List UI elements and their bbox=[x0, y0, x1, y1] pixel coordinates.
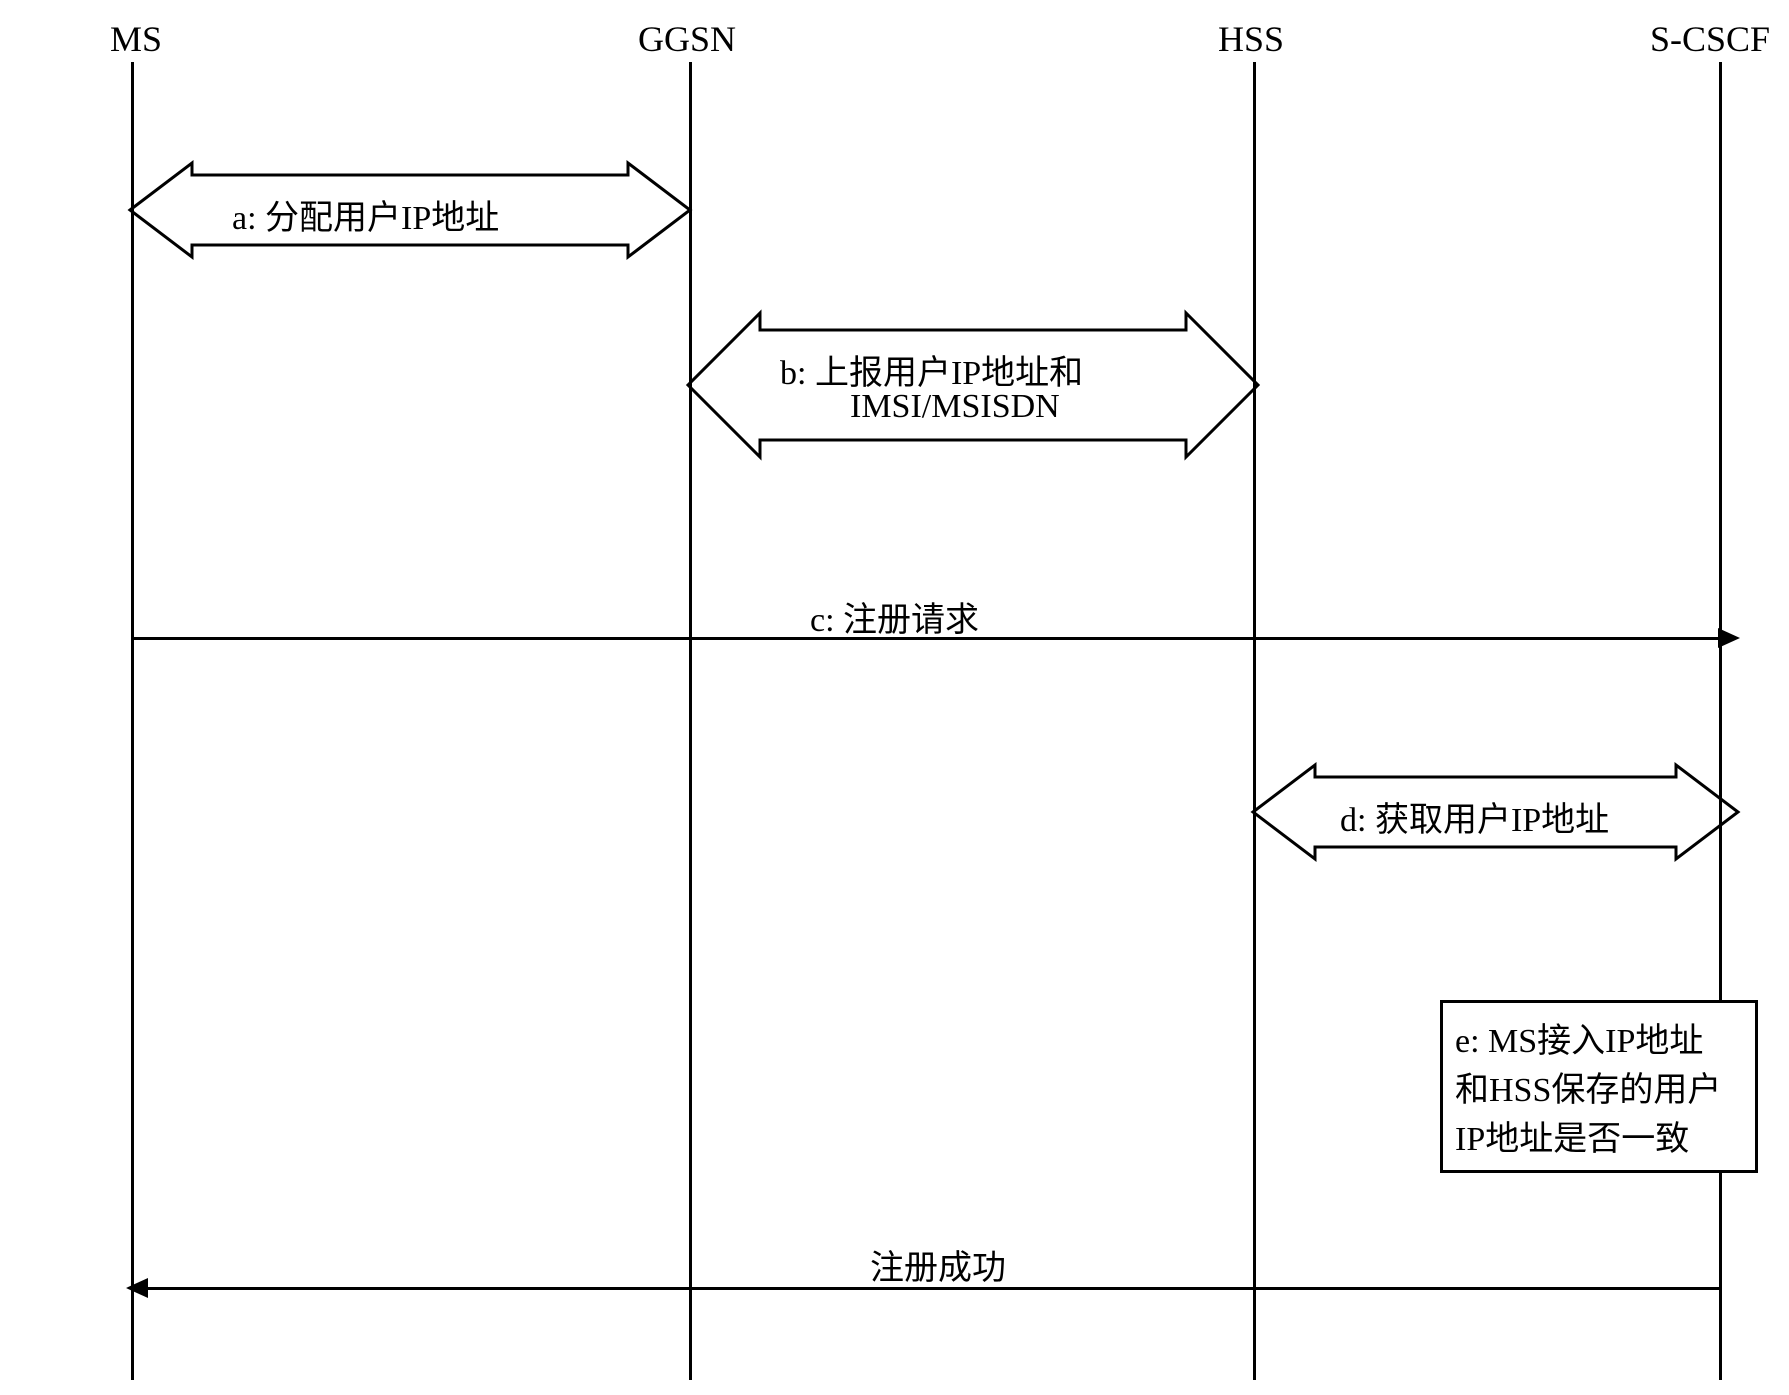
participant-scscf: S-CSCF bbox=[1650, 18, 1770, 60]
note-line2: 和HSS保存的用户 bbox=[1455, 1062, 1743, 1111]
arrowhead-success-icon bbox=[126, 1278, 148, 1298]
participant-ggsn: GGSN bbox=[638, 18, 736, 60]
label-b-line2: IMSI/MSISDN bbox=[850, 388, 1060, 426]
arrowhead-c-icon bbox=[1718, 628, 1740, 648]
label-b-line1: b: 上报用户IP地址和 bbox=[780, 345, 1083, 394]
label-a: a: 分配用户IP地址 bbox=[232, 190, 499, 239]
arrow-c bbox=[132, 637, 1728, 640]
lifeline-scscf bbox=[1719, 62, 1722, 1380]
label-success: 注册成功 bbox=[870, 1240, 1006, 1289]
arrow-success bbox=[140, 1287, 1720, 1290]
label-d: d: 获取用户IP地址 bbox=[1340, 792, 1609, 841]
label-c: c: 注册请求 bbox=[810, 592, 979, 641]
note-line3: IP地址是否一致 bbox=[1455, 1111, 1743, 1160]
lifeline-hss bbox=[1253, 62, 1256, 1380]
participant-hss: HSS bbox=[1218, 18, 1284, 60]
note-e: e: MS接入IP地址 和HSS保存的用户 IP地址是否一致 bbox=[1440, 1000, 1758, 1173]
participant-ms: MS bbox=[110, 18, 162, 60]
sequence-diagram: MS GGSN HSS S-CSCF a: 分配用户IP地址 b: 上报用户IP… bbox=[0, 0, 1789, 1395]
note-line1: e: MS接入IP地址 bbox=[1455, 1013, 1743, 1062]
